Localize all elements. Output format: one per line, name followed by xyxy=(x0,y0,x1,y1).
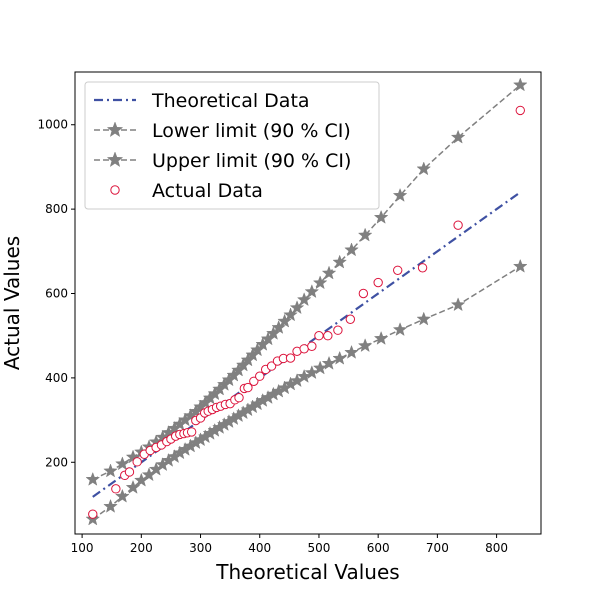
x-axis-ticks: 100 200 300 400 500 600 700 800 xyxy=(71,534,508,555)
actual-point-15 xyxy=(186,427,197,437)
actual-point-0 xyxy=(88,509,98,519)
star-marker-2-40 xyxy=(357,227,373,242)
y-tick-label: 400 xyxy=(45,371,68,385)
legend-star-icon xyxy=(106,151,124,168)
y-tick-label: 600 xyxy=(45,287,68,301)
star-marker-2-43 xyxy=(416,161,432,176)
star-marker-1-37 xyxy=(321,355,337,370)
actual-point-40 xyxy=(323,330,333,341)
star-marker-1-43 xyxy=(416,311,432,326)
actual-point-42 xyxy=(345,314,356,324)
star-marker-1-2 xyxy=(115,488,130,503)
star-marker-1-44 xyxy=(450,297,466,312)
star-marker-1-42 xyxy=(392,322,408,337)
star-marker-1-45 xyxy=(512,258,528,273)
star-marker-2-37 xyxy=(321,265,337,280)
actual-point-43 xyxy=(358,288,369,299)
series-line-0 xyxy=(92,191,521,498)
star-marker-1-39 xyxy=(344,344,359,359)
star-marker-2-44 xyxy=(450,129,466,144)
actual-point-48 xyxy=(515,105,525,116)
star-marker-1-38 xyxy=(332,350,348,365)
star-marker-2-38 xyxy=(332,254,348,269)
actual-point-37 xyxy=(299,344,309,354)
legend-label: Lower limit (90 % CI) xyxy=(152,120,351,142)
legend-label: Actual Data xyxy=(152,180,263,202)
x-tick-label: 300 xyxy=(189,541,212,555)
actual-point-26 xyxy=(234,393,244,403)
actual-point-4 xyxy=(132,457,142,467)
x-tick-label: 600 xyxy=(367,541,390,555)
star-marker-2-2 xyxy=(115,456,130,471)
actual-point-3 xyxy=(124,467,135,477)
plot-area xyxy=(85,77,528,526)
y-axis-label: Actual Values xyxy=(0,236,24,370)
star-marker-2-41 xyxy=(373,209,389,224)
star-marker-2-34 xyxy=(296,292,312,307)
star-marker-2-39 xyxy=(344,242,359,257)
actual-point-32 xyxy=(266,361,277,371)
legend-box xyxy=(84,81,380,210)
actual-point-47 xyxy=(453,220,463,230)
y-tick-label: 800 xyxy=(45,202,68,216)
actual-point-30 xyxy=(255,371,265,381)
star-marker-2-0 xyxy=(85,471,101,486)
legend-label: Upper limit (90 % CI) xyxy=(152,150,351,172)
y-tick-label: 200 xyxy=(45,455,68,469)
actual-point-1 xyxy=(111,484,121,494)
actual-point-44 xyxy=(373,277,383,288)
actual-point-28 xyxy=(243,382,253,393)
star-marker-2-35 xyxy=(304,284,320,299)
star-marker-2-45 xyxy=(512,77,528,92)
x-tick-label: 400 xyxy=(248,541,271,555)
y-tick-label: 1000 xyxy=(37,118,68,132)
star-marker-1-1 xyxy=(103,498,118,513)
x-tick-label: 700 xyxy=(426,541,449,555)
star-marker-2-33 xyxy=(289,300,305,315)
star-marker-2-29 xyxy=(266,325,281,340)
y-axis-ticks: 200 400 600 800 1000 xyxy=(37,118,75,469)
actual-point-39 xyxy=(314,330,324,341)
star-marker-2-31 xyxy=(277,313,292,328)
star-marker-2-30 xyxy=(271,319,287,334)
legend: Theoretical Data Lower limit (90 % CI) Upp… xyxy=(84,81,380,210)
actual-point-45 xyxy=(393,265,403,276)
legend-circle-icon xyxy=(110,185,120,195)
star-marker-2-36 xyxy=(312,275,328,290)
x-tick-label: 100 xyxy=(71,541,94,555)
actual-point-46 xyxy=(417,263,428,273)
star-marker-1-36 xyxy=(312,360,328,375)
axes-frame xyxy=(74,71,542,535)
star-marker-1-41 xyxy=(373,330,389,345)
star-marker-2-1 xyxy=(103,463,118,478)
x-tick-label: 500 xyxy=(308,541,331,555)
star-marker-2-42 xyxy=(392,187,408,202)
x-tick-label: 800 xyxy=(485,541,508,555)
legend-star-icon xyxy=(106,121,124,138)
actual-point-38 xyxy=(307,341,317,351)
actual-point-35 xyxy=(285,353,296,363)
star-marker-2-32 xyxy=(283,307,298,322)
actual-point-29 xyxy=(249,376,259,386)
legend-label: Theoretical Data xyxy=(151,90,310,112)
x-tick-label: 200 xyxy=(130,541,153,555)
star-marker-1-40 xyxy=(357,338,373,353)
actual-point-41 xyxy=(333,325,343,335)
x-axis-label: Theoretical Values xyxy=(215,560,399,584)
